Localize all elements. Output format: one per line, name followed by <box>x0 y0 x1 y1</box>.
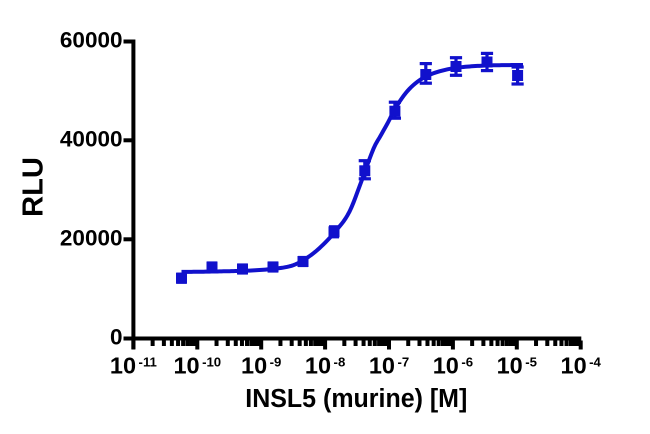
svg-text:20000: 20000 <box>60 226 123 251</box>
svg-text:10-8: 10 -8 <box>305 353 345 379</box>
svg-text:40000: 40000 <box>60 127 123 152</box>
svg-text:60000: 60000 <box>60 28 123 53</box>
svg-text:RLU: RLU <box>18 157 50 217</box>
svg-text:0: 0 <box>110 325 123 350</box>
svg-text:10-4: 10 -4 <box>561 353 602 379</box>
svg-text:10-11: 10 -11 <box>110 353 157 379</box>
svg-text:10-6: 10 -6 <box>433 353 473 379</box>
svg-text:INSL5 (murine) [M]: INSL5 (murine) [M] <box>245 383 467 413</box>
svg-text:10-10: 10 -10 <box>173 353 221 379</box>
svg-text:10-5: 10 -5 <box>497 353 537 379</box>
svg-text:10-7: 10 -7 <box>369 353 409 379</box>
svg-text:10-9: 10 -9 <box>241 353 281 379</box>
